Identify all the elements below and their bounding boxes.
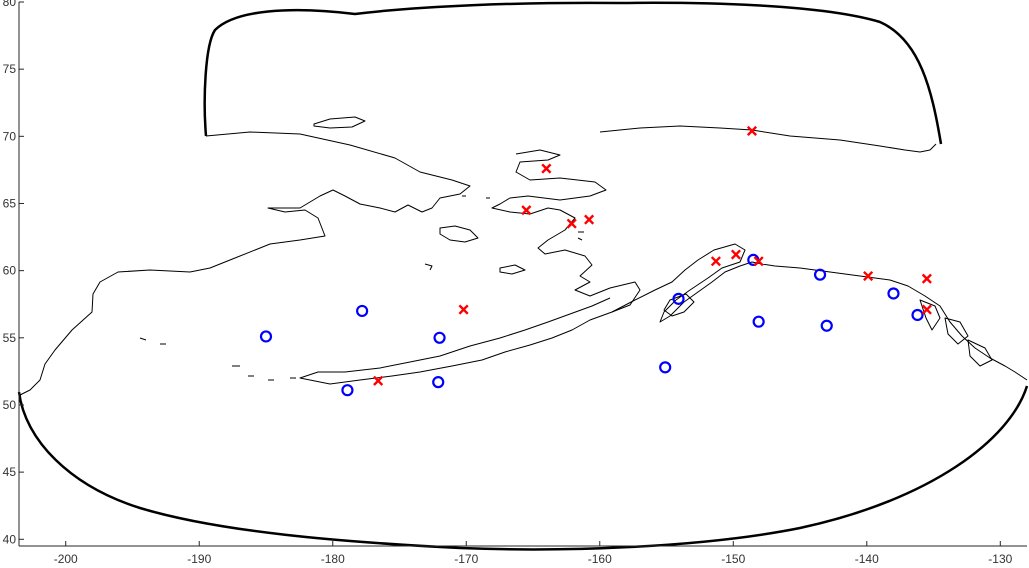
circle-marker [822, 321, 832, 331]
axes: -200 -190 -180 -170 -160 -150 -140 -130 40 45 50 5… [3, 0, 1027, 566]
y-tick-label: 80 [3, 0, 17, 9]
coastlines [20, 117, 1027, 395]
x-ticks: -200 -190 -180 -170 -160 -150 -140 -130 [54, 541, 1013, 566]
x-marker [732, 250, 740, 258]
x-tick-label: -150 [721, 552, 745, 566]
circle-marker [913, 310, 923, 320]
circle-marker [357, 306, 367, 316]
y-tick-label: 45 [3, 465, 17, 479]
x-tick-label: -160 [588, 552, 612, 566]
y-ticks: 40 45 50 55 60 65 70 75 80 [3, 0, 24, 546]
circle-marker [261, 331, 271, 341]
y-tick-label: 70 [3, 129, 17, 143]
x-marker [568, 219, 576, 227]
y-tick-label: 55 [3, 331, 17, 345]
circle-marker [342, 385, 352, 395]
x-marker [864, 272, 872, 280]
x-marker [542, 164, 550, 172]
y-tick-label: 50 [3, 398, 17, 412]
circle-marker [433, 377, 443, 387]
y-tick-label: 75 [3, 62, 17, 76]
x-marker [923, 275, 931, 283]
circle-marker [435, 333, 445, 343]
y-tick-label: 40 [3, 532, 17, 546]
x-tick-label: -190 [187, 552, 211, 566]
y-tick-label: 65 [3, 196, 17, 210]
y-tick-label: 60 [3, 264, 17, 278]
x-marker [712, 257, 720, 265]
circle-marker [754, 317, 764, 327]
x-tick-label: -130 [988, 552, 1012, 566]
circle-marker [660, 362, 670, 372]
x-marker [585, 215, 593, 223]
x-tick-label: -170 [454, 552, 478, 566]
region-boundary [19, 3, 1027, 550]
x-tick-label: -200 [54, 552, 78, 566]
x-tick-label: -140 [855, 552, 879, 566]
x-marker [459, 305, 467, 313]
data-markers [261, 127, 931, 395]
x-tick-label: -180 [321, 552, 345, 566]
x-marker [923, 305, 931, 313]
circle-marker [888, 288, 898, 298]
circle-marker [674, 294, 684, 304]
